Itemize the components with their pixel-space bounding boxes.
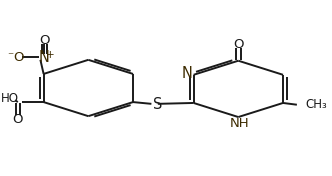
Text: N: N xyxy=(39,50,50,65)
Text: CH₃: CH₃ xyxy=(305,98,327,111)
Text: O: O xyxy=(233,37,244,51)
Text: HO: HO xyxy=(1,92,19,105)
Text: O: O xyxy=(39,34,49,47)
Text: N: N xyxy=(182,65,193,81)
Text: O: O xyxy=(13,113,23,126)
Text: S: S xyxy=(152,97,162,112)
Text: O: O xyxy=(13,51,24,64)
Text: ⁻: ⁻ xyxy=(7,50,14,63)
Text: +: + xyxy=(46,50,55,59)
Text: NH: NH xyxy=(230,117,250,130)
